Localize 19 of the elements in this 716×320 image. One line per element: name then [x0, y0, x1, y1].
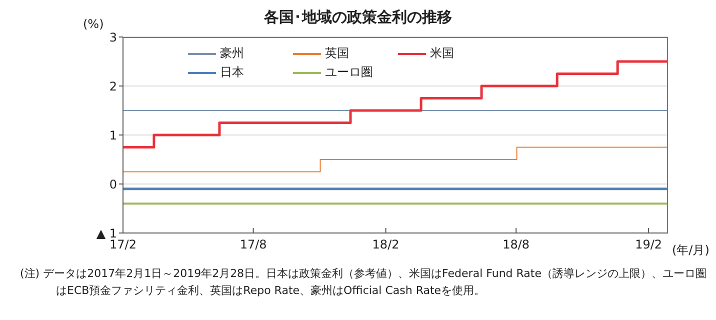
legend-label: 日本	[219, 64, 245, 81]
chart-title: 各国･地域の政策金利の推移	[264, 8, 452, 26]
x-axis-title: (年/月)	[672, 242, 710, 259]
x-tick-label: 19/2	[635, 238, 662, 252]
y-tick-label: 3	[109, 30, 117, 44]
x-tick-label: 18/2	[372, 238, 400, 252]
y-tick-label: 2	[109, 79, 117, 94]
x-tick-label: 17/2	[110, 238, 136, 252]
y-axis-title: (%)	[83, 17, 104, 31]
x-tick-label: 17/8	[240, 238, 267, 252]
y-tick-label: 1	[109, 128, 117, 142]
text: (注) データは2017年2月1日～2019年2月28日。日本は政策金利（参考値）、米国はFederal Fund Rate（誘導レンジの上限）、ユーロ圏はECB預金ファシリティ金利、英国はRepo Rate、豪州はOfficial Cash Rateを使用。	[20, 266, 708, 299]
legend-label: 米国	[429, 45, 455, 62]
legend-label: 豪州	[219, 45, 245, 62]
y-tick-label: ▲ 1	[96, 226, 117, 240]
x-tick-label: 18/8	[502, 238, 530, 252]
legend-label: 英国	[324, 45, 350, 62]
legend-label: ユーロ圏	[324, 64, 374, 81]
y-tick-label: 0	[109, 177, 117, 192]
